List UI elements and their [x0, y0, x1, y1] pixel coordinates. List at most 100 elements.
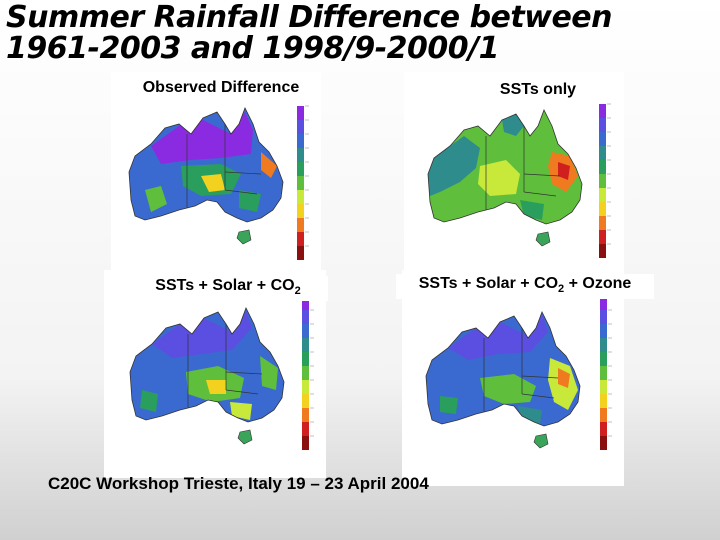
colorbar-swatch: [297, 148, 304, 162]
rainfall-region: [428, 136, 480, 196]
coastline: [427, 109, 583, 225]
colorbar-swatch: [302, 324, 309, 338]
state-border: [523, 173, 561, 177]
colorbar-swatch: [297, 232, 304, 246]
colorbar-swatch: [302, 380, 309, 394]
coastline: [425, 311, 581, 427]
colorbar-swatch: [302, 394, 309, 408]
rainfall-region: [239, 190, 261, 212]
panel-label-text: SSTs + Solar + CO: [418, 275, 559, 292]
colorbar-swatch: [600, 380, 607, 394]
colorbar-swatch: [599, 132, 606, 146]
map-panel-solar-co2: [104, 270, 326, 478]
map-panel-observed: [111, 72, 321, 292]
rainfall-region: [230, 402, 252, 420]
colorbar-swatch: [600, 366, 607, 380]
state-border: [224, 171, 262, 175]
rainfall-region: [260, 356, 278, 390]
tasmania: [236, 229, 252, 245]
rainfall-region: [206, 380, 226, 394]
colorbar-swatch: [599, 160, 606, 174]
colorbar-swatch: [600, 324, 607, 338]
state-border: [225, 389, 259, 395]
state-border: [225, 371, 263, 375]
map-solar-co2: [129, 295, 314, 450]
colorbar-swatch: [302, 436, 309, 450]
colorbar-swatch: [599, 230, 606, 244]
colorbar-swatch: [600, 310, 607, 324]
colorbar-swatch: [600, 394, 607, 408]
panel-label-solar-co2: SSTs + Solar + CO2: [128, 276, 328, 302]
state-border: [224, 189, 258, 195]
colorbar-swatch: [600, 352, 607, 366]
colorbar-swatch: [297, 190, 304, 204]
coastline: [128, 107, 284, 223]
colorbar-swatch: [302, 422, 309, 436]
title-line-1: Summer Rainfall Difference between: [6, 0, 613, 35]
state-border: [521, 393, 555, 399]
state-border: [523, 191, 557, 197]
colorbar-swatch: [302, 408, 309, 422]
tasmania: [533, 433, 549, 449]
panel-label-text: Observed Difference: [142, 79, 300, 96]
colorbar-swatch: [297, 176, 304, 190]
map-ssts-only: [427, 103, 611, 258]
colorbar-swatch: [599, 244, 606, 258]
colorbar-swatch: [297, 162, 304, 176]
map-observed: [128, 105, 309, 260]
colorbar-swatch: [297, 134, 304, 148]
colorbar-swatch: [600, 422, 607, 436]
subscript: 2: [558, 283, 565, 296]
colorbar-swatch: [599, 202, 606, 216]
panel-label-suffix: + Ozone: [564, 275, 632, 292]
map-panel-ssts-only: [404, 72, 624, 290]
map-panel-ozone: [402, 270, 624, 486]
colorbar-swatch: [600, 408, 607, 422]
colorbar-swatch: [600, 296, 607, 310]
panel-label-ssts-only: SSTs only: [478, 80, 598, 100]
rainfall-region: [502, 114, 524, 136]
rainfall-region: [448, 314, 548, 360]
panel-label-text: SSTs only: [499, 81, 577, 98]
tasmania: [535, 231, 551, 247]
colorbar-swatch: [302, 366, 309, 380]
colorbar-swatch: [297, 218, 304, 232]
rainfall-region: [151, 112, 253, 164]
colorbar-swatch: [599, 188, 606, 202]
colorbar-swatch: [297, 120, 304, 134]
colorbar-swatch: [297, 246, 304, 260]
colorbar-swatch: [302, 310, 309, 324]
tasmania: [237, 429, 253, 445]
colorbar-swatch: [599, 118, 606, 132]
colorbar-swatch: [600, 338, 607, 352]
colorbar-swatch: [297, 204, 304, 218]
rainfall-region: [558, 368, 570, 388]
subscript: 2: [294, 285, 301, 298]
rainfall-region: [152, 310, 252, 358]
rainfall-region: [478, 160, 520, 196]
rainfall-region: [140, 390, 158, 412]
title-line-2: 1961-2003 and 1998/9-2000/1: [6, 31, 500, 66]
rainfall-region: [558, 162, 570, 180]
colorbar-swatch: [297, 106, 304, 120]
rainfall-region: [440, 396, 458, 414]
colorbar-swatch: [599, 146, 606, 160]
footer-text: C20C Workshop Trieste, Italy 19 – 23 Apr…: [48, 474, 429, 493]
colorbar-swatch: [302, 296, 309, 310]
panel-label-ozone: SSTs + Solar + CO2 + Ozone: [396, 274, 654, 300]
colorbar-swatch: [599, 174, 606, 188]
map-ozone: [425, 295, 612, 450]
colorbar-swatch: [599, 104, 606, 118]
colorbar-swatch: [302, 338, 309, 352]
colorbar-swatch: [600, 436, 607, 450]
panel-label-text: SSTs + Solar + CO: [155, 277, 295, 294]
colorbar-swatch: [599, 216, 606, 230]
colorbar-swatch: [302, 352, 309, 366]
coastline: [129, 307, 285, 423]
panel-label-observed: Observed Difference: [126, 78, 316, 98]
rainfall-region: [261, 152, 277, 178]
rainfall-region: [145, 186, 167, 212]
state-border: [521, 375, 559, 379]
slide-title: Summer Rainfall Difference between 1961-…: [6, 0, 613, 66]
rainfall-region: [201, 174, 225, 192]
